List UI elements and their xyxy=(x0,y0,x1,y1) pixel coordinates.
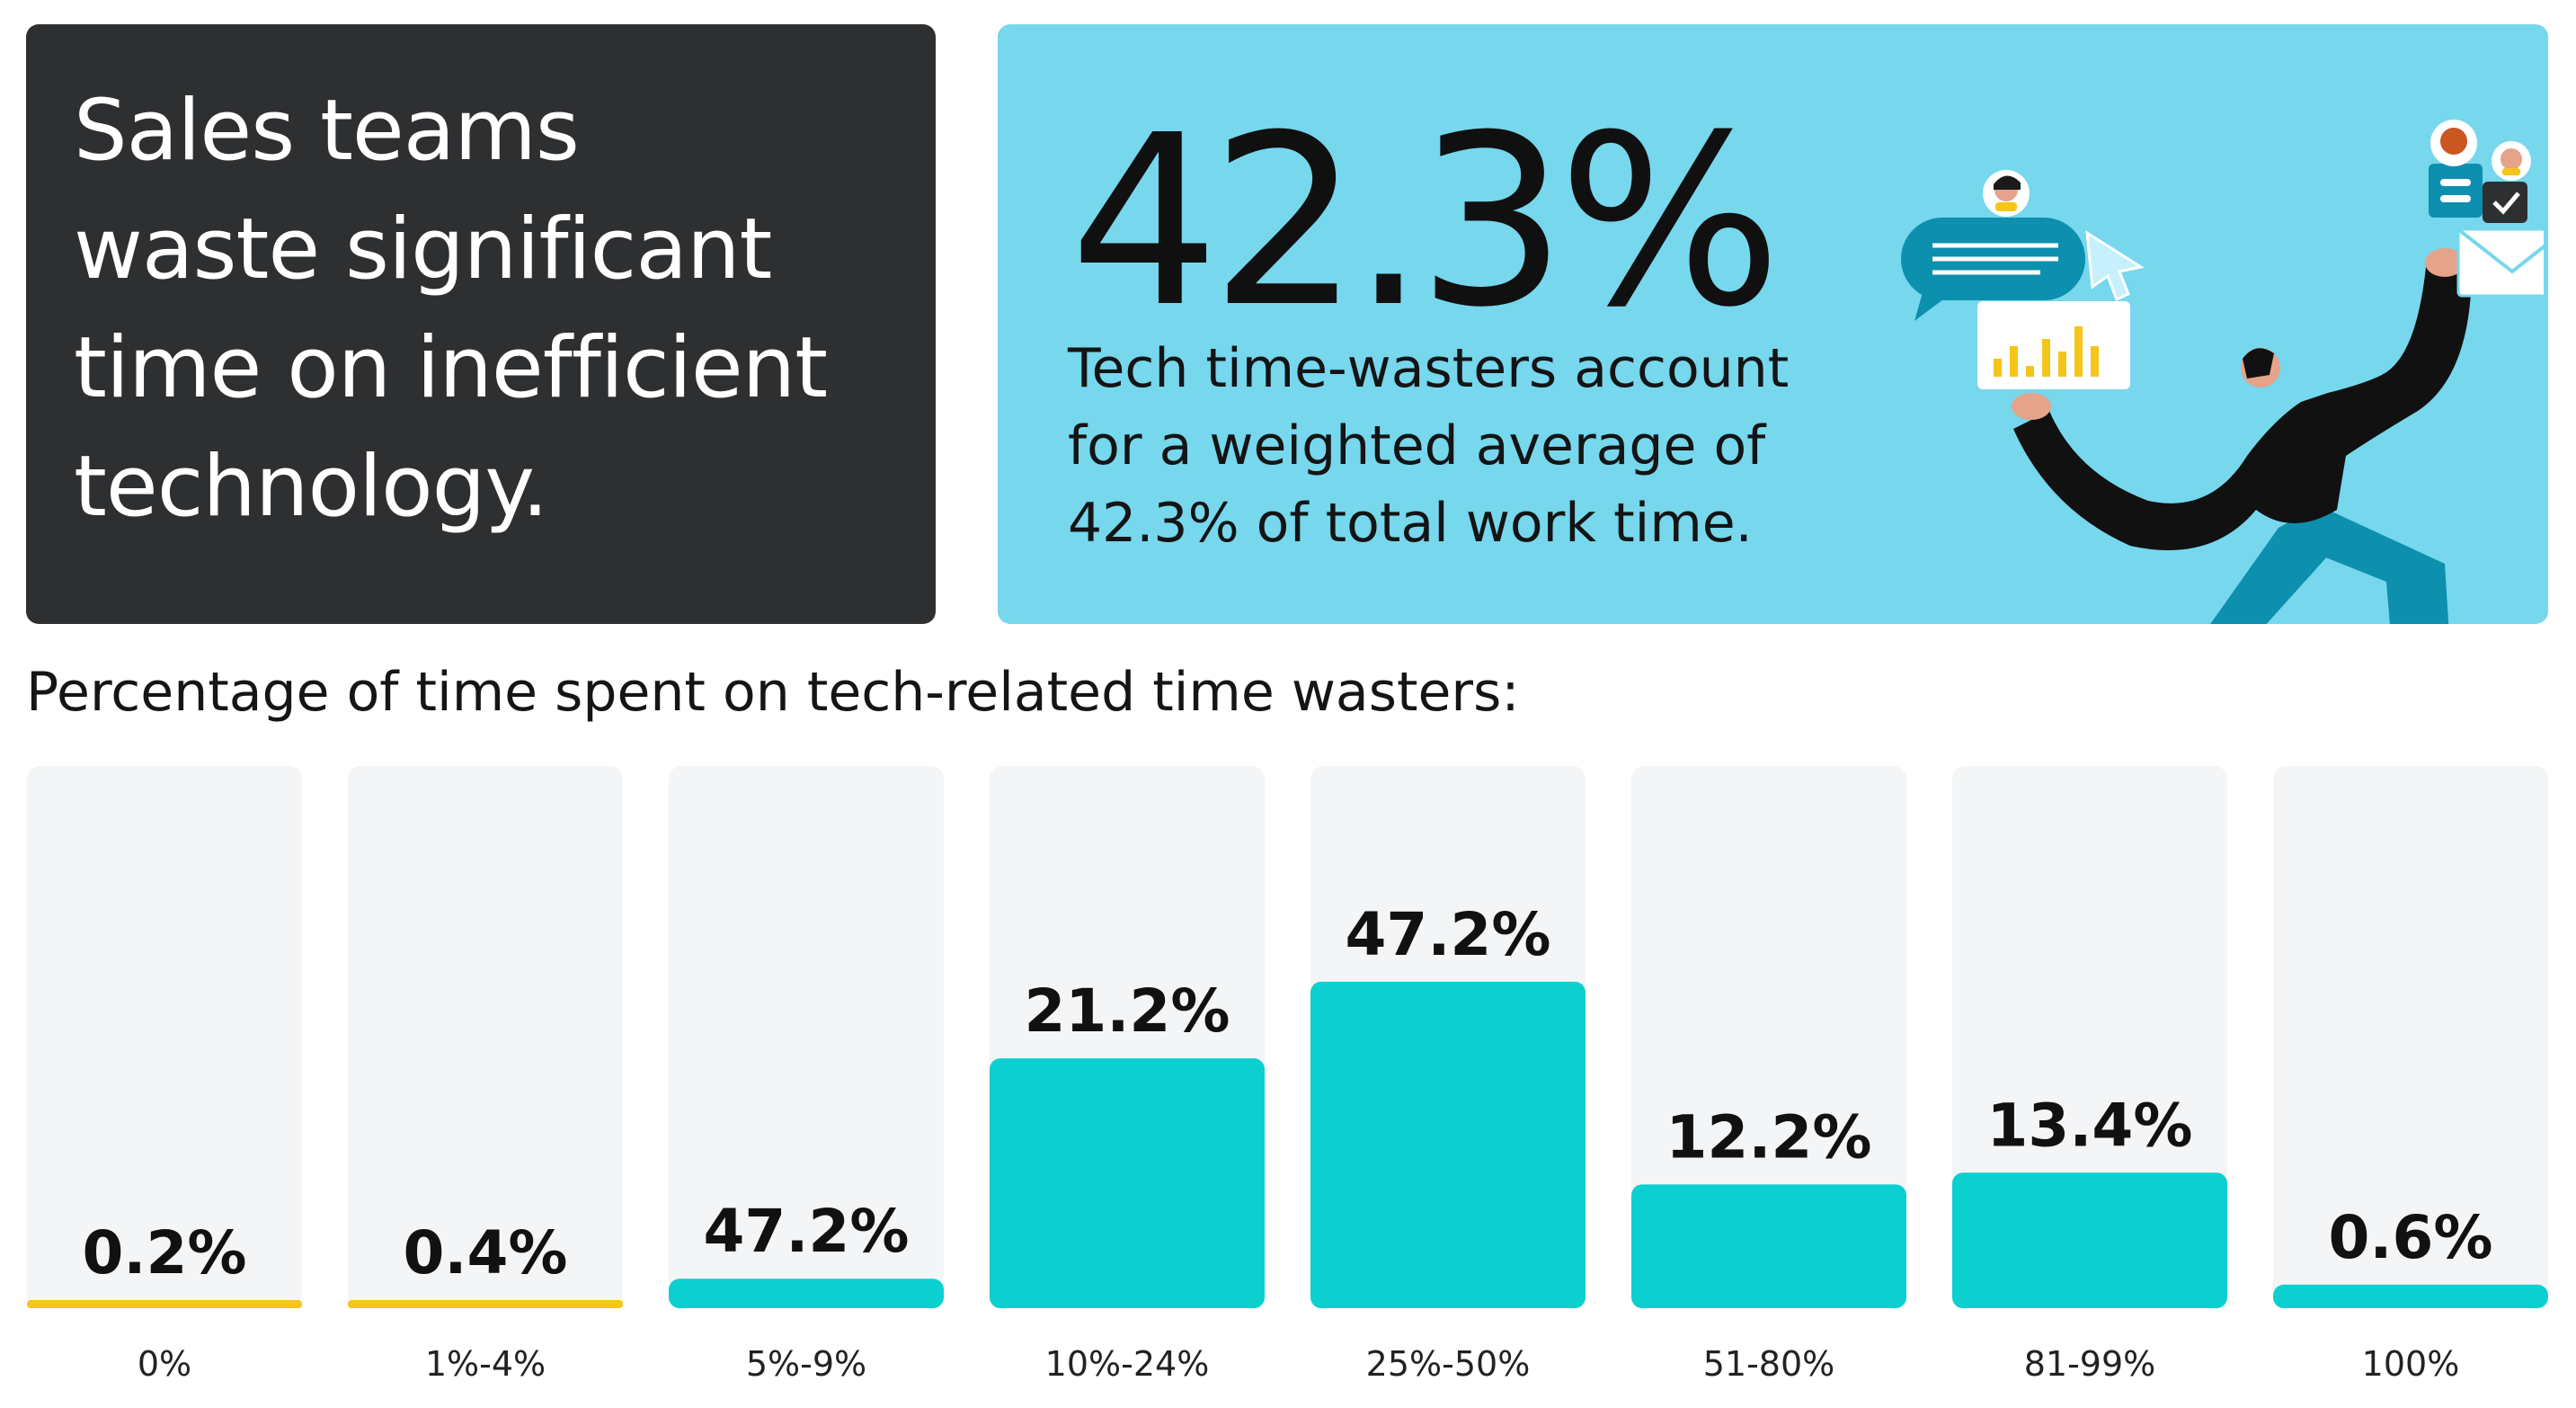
bar xyxy=(27,1300,302,1308)
data-label: 47.2% xyxy=(1346,900,1551,969)
headline-card xyxy=(26,24,936,624)
data-label: 47.2% xyxy=(704,1197,910,1266)
bar xyxy=(2273,1284,2548,1308)
category-label: 100% xyxy=(2362,1344,2460,1384)
bar-track xyxy=(348,766,623,1308)
data-label: 12.2% xyxy=(1666,1102,1872,1172)
data-label: 0.2% xyxy=(82,1218,246,1288)
headline-text: Sales teams waste significant time on in… xyxy=(74,82,828,536)
category-label: 5%-9% xyxy=(746,1344,866,1384)
email-envelope-icon xyxy=(2456,227,2544,298)
bar xyxy=(669,1279,944,1308)
bar xyxy=(1631,1184,1906,1308)
person-avatar-icon xyxy=(1983,170,2030,217)
category-label: 1%-4% xyxy=(425,1344,546,1384)
bar xyxy=(1310,981,1586,1308)
category-label: 10%-24% xyxy=(1045,1344,1210,1384)
data-label: 0.4% xyxy=(403,1218,567,1288)
category-label: 25%-50% xyxy=(1366,1344,1531,1384)
chat-bubble-icon xyxy=(1901,218,2085,321)
bar-track xyxy=(669,766,944,1308)
bar-track xyxy=(2273,766,2548,1308)
person-figure-icon xyxy=(2012,248,2472,624)
data-label: 13.4% xyxy=(1987,1091,2193,1160)
data-label: 21.2% xyxy=(1025,976,1230,1046)
data-label: 0.6% xyxy=(2328,1203,2492,1272)
checkbox-icon xyxy=(2429,120,2531,223)
stat-card: 42.3% Tech time-wasters account for a we… xyxy=(998,24,2548,624)
bar-chart-icon xyxy=(1977,301,2130,389)
bar xyxy=(990,1058,1265,1308)
illustration xyxy=(1901,120,2544,624)
bar xyxy=(348,1300,623,1308)
stat-value: 42.3% xyxy=(1070,85,1781,359)
category-label: 0% xyxy=(138,1344,191,1384)
category-label: 81-99% xyxy=(2024,1344,2156,1384)
cursor-arrow-icon xyxy=(2085,230,2145,302)
bar-track xyxy=(27,766,302,1308)
chart-title: Percentage of time spent on tech-related… xyxy=(26,661,1520,724)
bar xyxy=(1952,1172,2227,1308)
bar-track xyxy=(1631,766,1906,1308)
stat-description: Tech time-wasters account for a weighted… xyxy=(1068,337,1790,555)
category-label: 51-80% xyxy=(1703,1344,1835,1384)
